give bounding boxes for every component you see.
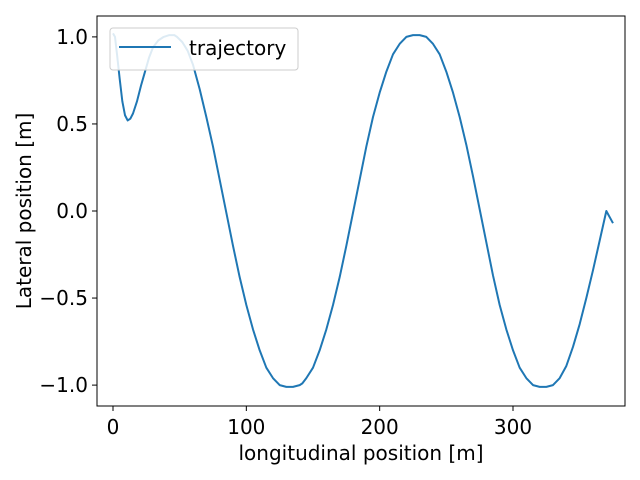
legend: trajectory — [109, 27, 299, 71]
y-tick-label: 1.0 — [56, 25, 88, 49]
y-tick-label: 0.5 — [56, 112, 88, 136]
y-axis-ticks: −1.0 −0.5 0.0 0.5 1.0 — [39, 25, 97, 397]
x-tick-label: 100 — [227, 415, 265, 439]
x-axis-ticks: 0 100 200 300 — [107, 406, 532, 439]
x-tick-label: 300 — [494, 415, 532, 439]
series-line-trajectory — [112, 32, 614, 388]
y-tick-label: −1.0 — [39, 373, 88, 397]
x-tick-label: 200 — [361, 415, 399, 439]
y-axis-label: Lateral position [m] — [12, 113, 36, 310]
x-axis-label: longitudinal position [m] — [239, 441, 484, 465]
y-tick-label: −0.5 — [39, 286, 88, 310]
x-tick-label: 0 — [107, 415, 120, 439]
y-tick-label: 0.0 — [56, 199, 88, 223]
legend-label-trajectory: trajectory — [189, 36, 286, 60]
legend-box — [109, 27, 299, 71]
plot-frame — [96, 15, 626, 407]
plot-content — [112, 32, 614, 388]
